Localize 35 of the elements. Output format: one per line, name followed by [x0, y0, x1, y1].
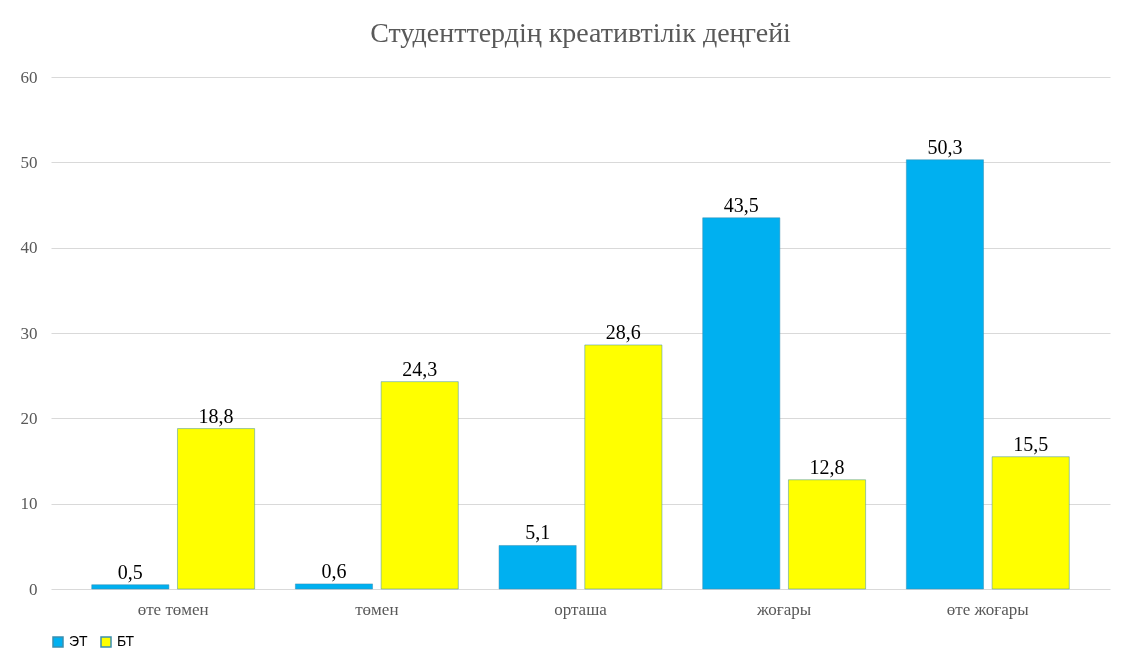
bar — [788, 479, 866, 590]
data-label: 18,8 — [198, 404, 234, 427]
x-tick-label: жоғары — [756, 599, 812, 619]
bar — [906, 159, 984, 590]
y-tick-label: 30 — [20, 323, 38, 343]
x-tick-label: өте төмен — [137, 599, 209, 619]
x-tick-label: өте жоғары — [946, 599, 1030, 619]
data-label: 12,8 — [809, 455, 845, 478]
y-tick-label: 40 — [20, 238, 38, 258]
bar — [498, 545, 577, 590]
data-label: 0,5 — [117, 560, 143, 583]
data-label: 28,6 — [605, 320, 641, 343]
legend-label: ЭТ — [69, 633, 89, 649]
bar — [991, 456, 1070, 590]
data-label: 50,3 — [927, 135, 963, 158]
y-tick-label: 60 — [20, 67, 38, 87]
data-label: 0,6 — [321, 559, 347, 582]
bar — [584, 344, 663, 590]
legend-label: БТ — [117, 633, 135, 649]
data-label: 24,3 — [402, 357, 438, 380]
bar — [702, 217, 781, 590]
bar — [380, 381, 459, 590]
data-label: 15,5 — [1013, 432, 1049, 455]
x-tick-label: орташа — [554, 599, 608, 619]
x-tick-label: төмен — [355, 599, 399, 619]
bar — [177, 428, 255, 590]
bar — [91, 584, 170, 590]
y-tick-label: 20 — [20, 408, 38, 428]
chart-title: Студенттердің креативтілік деңгейі — [370, 17, 792, 48]
y-tick-label: 10 — [20, 494, 38, 514]
data-label: 43,5 — [723, 193, 759, 216]
y-tick-label: 50 — [20, 152, 38, 172]
data-label: 5,1 — [525, 521, 551, 544]
y-tick-label: 0 — [29, 579, 38, 599]
bar — [295, 583, 373, 590]
